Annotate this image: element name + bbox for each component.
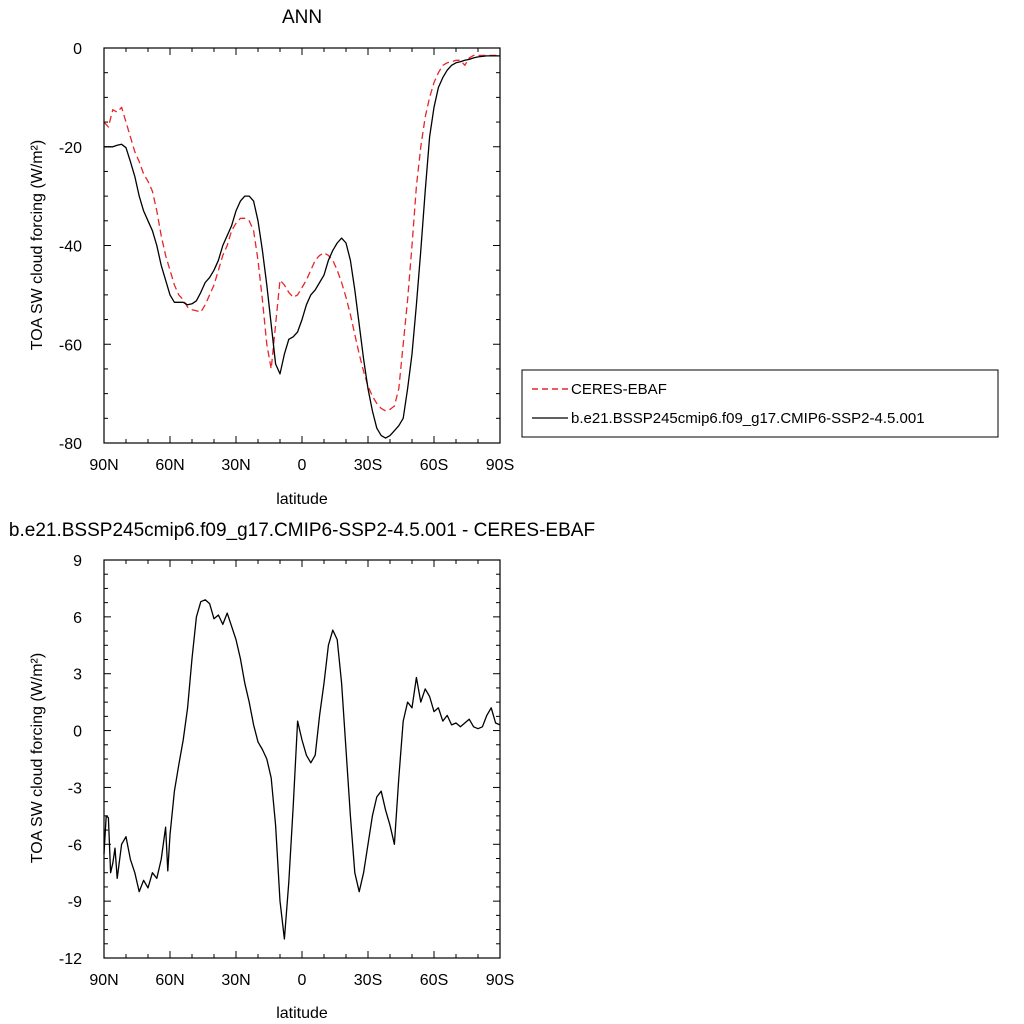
y-tick-label: -3 — [68, 780, 82, 797]
x-tick-label: 90S — [486, 457, 514, 474]
series-line-model — [103, 599, 501, 940]
chart-ann: ANN 90N 60N 30N 0 30S 60S 90S -80 -60 -40 -20 0 la… — [29, 7, 999, 508]
series-group — [103, 54, 500, 439]
series-line-model — [104, 55, 500, 439]
x-tick-label: 90S — [486, 972, 514, 989]
legend-box — [521, 369, 999, 438]
plot-frame — [103, 559, 501, 959]
y-tick-label: -40 — [59, 239, 82, 256]
x-tick-label: 30S — [354, 972, 382, 989]
legend: CERES-EBAF b.e21.BSSP245cmip6.f09_g17.CM… — [521, 369, 999, 438]
y-tick-label: 0 — [73, 724, 82, 741]
x-axis-title: latitude — [276, 1005, 328, 1022]
x-tick-label: 60N — [155, 457, 184, 474]
x-axis-title: latitude — [276, 491, 328, 508]
plot-frame — [103, 47, 501, 444]
chart-title: b.e21.BSSP245cmip6.f09_g17.CMIP6-SSP2-4.… — [9, 520, 595, 541]
y-axis-title: TOA SW cloud forcing (W/m²) — [29, 653, 46, 863]
y-tick-label: -20 — [59, 140, 82, 157]
x-tick-labels: 90N 60N 30N 0 30S 60S 90S — [89, 972, 514, 989]
y-tick-label: 6 — [73, 610, 82, 627]
legend-entry-model: b.e21.BSSP245cmip6.f09_g17.CMIP6-SSP2-4.… — [571, 410, 925, 427]
chart-title: ANN — [282, 7, 322, 28]
y-tick-label: -60 — [59, 337, 82, 354]
series-line-ceres — [103, 54, 500, 412]
x-tick-label: 0 — [298, 972, 307, 989]
x-tick-label: 60N — [155, 972, 184, 989]
y-tick-label: -12 — [59, 951, 82, 968]
x-tick-label: 30S — [354, 457, 382, 474]
y-axis-title: TOA SW cloud forcing (W/m²) — [29, 140, 46, 350]
x-tick-labels: 90N 60N 30N 0 30S 60S 90S — [89, 457, 514, 474]
x-tick-label: 90N — [89, 972, 118, 989]
x-tick-label: 90N — [89, 457, 118, 474]
y-tick-labels: -12 -9 -6 -3 0 3 6 9 — [59, 553, 82, 968]
y-tick-label: -9 — [68, 894, 82, 911]
grid-ticks — [103, 559, 501, 959]
y-tick-label: -80 — [59, 436, 82, 453]
y-tick-label: 0 — [73, 41, 82, 58]
chart-difference: b.e21.BSSP245cmip6.f09_g17.CMIP6-SSP2-4.… — [9, 520, 595, 1022]
y-tick-labels: -80 -60 -40 -20 0 — [59, 41, 82, 453]
y-tick-label: -6 — [68, 837, 82, 854]
x-tick-label: 30N — [221, 972, 250, 989]
series-group — [103, 599, 501, 940]
y-tick-label: 9 — [73, 553, 82, 570]
x-tick-label: 30N — [221, 457, 250, 474]
x-tick-label: 60S — [420, 972, 448, 989]
y-tick-label: 3 — [73, 667, 82, 684]
x-tick-label: 0 — [298, 457, 307, 474]
legend-entry-ceres: CERES-EBAF — [571, 381, 667, 398]
x-tick-label: 60S — [420, 457, 448, 474]
